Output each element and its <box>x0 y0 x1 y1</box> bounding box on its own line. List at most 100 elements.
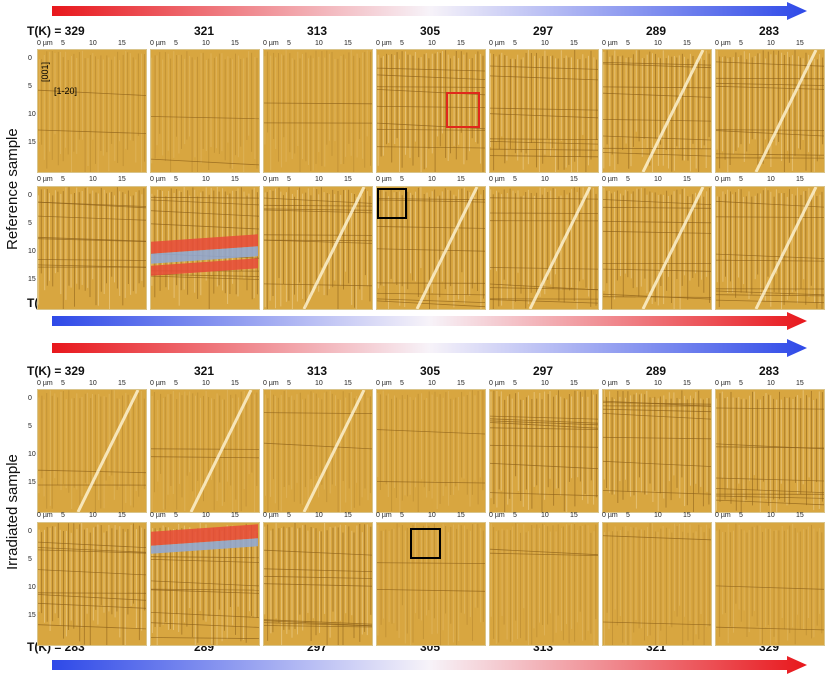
afm-panel <box>376 522 486 646</box>
y-tick-label: 5 <box>28 556 32 563</box>
x-tick-label: 10 <box>315 176 323 183</box>
afm-panel <box>263 49 373 173</box>
x-tick-label: 15 <box>344 380 352 387</box>
x-tick-label: 15 <box>796 40 804 47</box>
x-tick-label: 10 <box>541 380 549 387</box>
x-tick-label: 15 <box>570 380 578 387</box>
x-tick-label: 5 <box>174 512 178 519</box>
x-tick-label: 10 <box>428 512 436 519</box>
arrow-shape <box>52 2 807 20</box>
x-tick-label: 10 <box>428 380 436 387</box>
x-tick-label: 5 <box>61 40 65 47</box>
afm-panel <box>715 49 825 173</box>
y-tick-label: 5 <box>28 220 32 227</box>
x-tick-label: 10 <box>541 176 549 183</box>
x-tick-label: 10 <box>89 512 97 519</box>
afm-panel <box>37 389 147 513</box>
x-tick-label: 10 <box>202 512 210 519</box>
x-tick-label: 5 <box>739 40 743 47</box>
temperature-arrow-2 <box>52 312 807 330</box>
x-tick-label: 5 <box>174 40 178 47</box>
y-tick-label: 15 <box>28 479 36 486</box>
temperature-label: T(K) = 329 <box>27 24 85 38</box>
x-tick-label: 10 <box>767 40 775 47</box>
afm-panel <box>715 389 825 513</box>
afm-panel <box>263 186 373 310</box>
x-tick-label: 0 µm <box>150 380 166 387</box>
y-tick-label: 5 <box>28 423 32 430</box>
x-tick-label: 15 <box>570 512 578 519</box>
x-tick-label: 15 <box>683 176 691 183</box>
afm-panel <box>602 49 712 173</box>
x-tick-label: 10 <box>654 512 662 519</box>
black-highlight-box <box>410 528 441 559</box>
x-tick-label: 15 <box>796 176 804 183</box>
x-tick-label: 15 <box>796 380 804 387</box>
afm-panel <box>37 186 147 310</box>
x-tick-label: 15 <box>118 512 126 519</box>
x-tick-label: 5 <box>513 512 517 519</box>
x-tick-label: 5 <box>626 176 630 183</box>
x-tick-label: 5 <box>400 40 404 47</box>
x-tick-label: 0 µm <box>489 176 505 183</box>
x-tick-label: 10 <box>202 176 210 183</box>
x-tick-label: 10 <box>315 512 323 519</box>
x-tick-label: 5 <box>61 380 65 387</box>
temperature-label: 305 <box>419 364 441 378</box>
x-tick-label: 5 <box>287 380 291 387</box>
arrow-shape <box>52 656 807 674</box>
afm-panel <box>489 522 599 646</box>
x-tick-label: 15 <box>231 40 239 47</box>
x-tick-label: 10 <box>89 40 97 47</box>
x-tick-label: 15 <box>344 176 352 183</box>
x-tick-label: 10 <box>89 380 97 387</box>
x-tick-label: 0 µm <box>489 512 505 519</box>
x-tick-label: 10 <box>315 40 323 47</box>
x-tick-label: 10 <box>541 40 549 47</box>
x-tick-label: 0 µm <box>376 380 392 387</box>
x-tick-label: 15 <box>796 512 804 519</box>
afm-panel <box>489 389 599 513</box>
x-tick-label: 0 µm <box>602 512 618 519</box>
x-tick-label: 5 <box>626 40 630 47</box>
x-tick-label: 0 µm <box>37 40 53 47</box>
crystal-direction-label: [001] <box>40 61 50 82</box>
x-tick-label: 0 µm <box>602 40 618 47</box>
afm-panel <box>715 186 825 310</box>
afm-panel <box>150 49 260 173</box>
x-tick-label: 10 <box>315 380 323 387</box>
x-tick-label: 10 <box>654 380 662 387</box>
x-tick-label: 5 <box>174 380 178 387</box>
x-tick-label: 15 <box>118 176 126 183</box>
afm-panel <box>376 186 486 310</box>
temperature-label: 289 <box>645 24 667 38</box>
afm-panel <box>715 522 825 646</box>
x-tick-label: 5 <box>61 512 65 519</box>
x-tick-label: 0 µm <box>602 380 618 387</box>
y-tick-label: 10 <box>28 248 36 255</box>
x-tick-label: 15 <box>570 40 578 47</box>
temperature-label: 289 <box>645 364 667 378</box>
temperature-arrow-4 <box>52 656 807 674</box>
x-tick-label: 10 <box>428 40 436 47</box>
x-tick-label: 15 <box>683 380 691 387</box>
x-tick-label: 10 <box>767 380 775 387</box>
red-highlight-box <box>446 92 480 128</box>
x-tick-label: 0 µm <box>263 512 279 519</box>
x-tick-label: 15 <box>457 40 465 47</box>
x-tick-label: 0 µm <box>489 380 505 387</box>
afm-panel <box>263 522 373 646</box>
x-tick-label: 15 <box>344 512 352 519</box>
temperature-label: 313 <box>306 364 328 378</box>
x-tick-label: 5 <box>400 380 404 387</box>
x-tick-label: 0 µm <box>715 176 731 183</box>
x-tick-label: 0 µm <box>602 176 618 183</box>
x-tick-label: 5 <box>400 512 404 519</box>
afm-panel <box>602 389 712 513</box>
x-tick-label: 5 <box>739 512 743 519</box>
x-tick-label: 15 <box>683 512 691 519</box>
afm-panel <box>150 389 260 513</box>
x-tick-label: 5 <box>287 512 291 519</box>
temperature-arrow-3 <box>52 339 807 357</box>
irradiated-sample-label: Irradiated sample <box>4 454 21 570</box>
